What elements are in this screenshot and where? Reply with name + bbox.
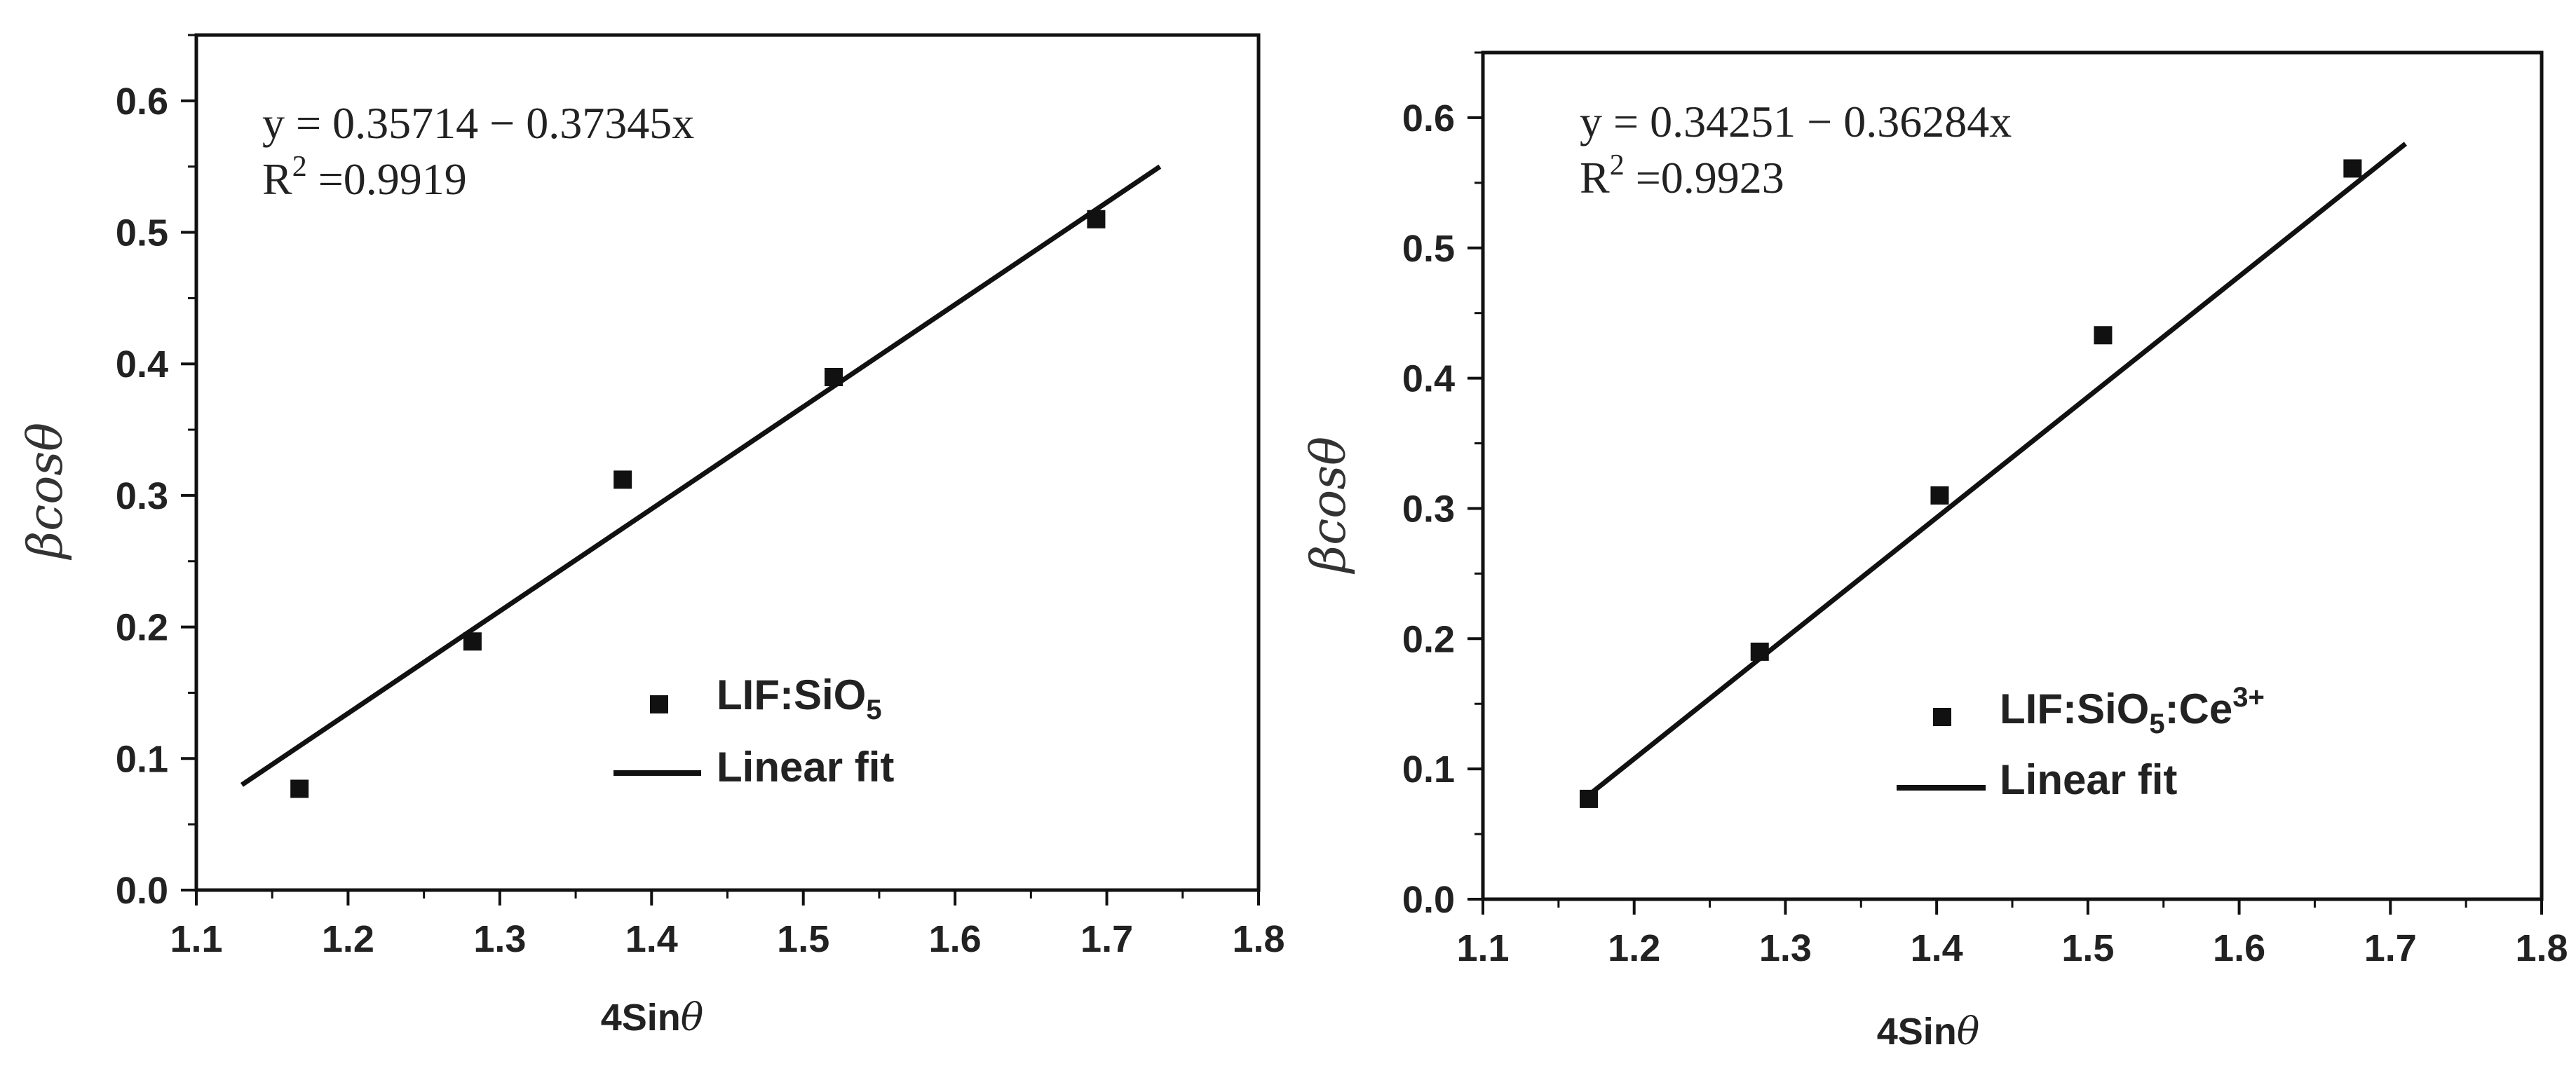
x-tick-label: 1.8 xyxy=(1232,918,1284,960)
data-point xyxy=(2343,159,2362,178)
chart-panel-1: 1.1 1.2 1.3 1.4 1.5 1.6 1.7 1.8 0.0 0.1 0.2 0.3 0.4 0… xyxy=(18,33,1285,1039)
legend-label-line: Linear fit xyxy=(717,744,894,791)
x-tick-label: 1.7 xyxy=(1080,918,1133,960)
y-axis-label: βcosθ xyxy=(1301,437,1357,575)
x-tick-label: 1.8 xyxy=(2515,927,2568,969)
y-tick-label: 0.6 xyxy=(116,81,168,123)
y-tick-label: 0.3 xyxy=(116,475,168,517)
fit-equation: y = 0.34251 − 0.36284x xyxy=(1580,97,2012,146)
data-point xyxy=(1930,486,1949,505)
fit-equation: y = 0.35714 − 0.37345x xyxy=(262,98,694,148)
y-tick-label: 0.6 xyxy=(1402,97,1455,139)
legend-label-line: Linear fit xyxy=(2000,756,2177,803)
data-point xyxy=(614,470,632,489)
y-tick-label: 0.5 xyxy=(1402,228,1455,270)
x-tick-label: 1.6 xyxy=(2213,927,2265,969)
data-point xyxy=(290,779,309,798)
legend-label-subscript: 5 xyxy=(866,695,881,725)
legend-marker xyxy=(1933,708,1951,726)
legend-label-main: LIF:SiO xyxy=(717,671,866,718)
linear-fit-line xyxy=(1587,142,2408,798)
x-axis-label-symbol: θ xyxy=(1957,1009,1980,1053)
y-tick-label: 0.4 xyxy=(116,343,168,385)
x-axis-label: 4Sinθ xyxy=(1877,1009,1980,1053)
chart-panel-2: 1.1 1.2 1.3 1.4 1.5 1.6 1.7 1.8 0.0 0.1 0.2 0.3 0.4 0… xyxy=(1301,50,2568,1053)
y-tick-label: 0.1 xyxy=(1402,749,1455,791)
r-squared-label: R xyxy=(262,154,292,204)
x-tick-label: 1.7 xyxy=(2364,927,2417,969)
x-tick-label: 1.1 xyxy=(1456,927,1509,969)
r-squared-label: R xyxy=(1580,153,1610,203)
y-tick-label: 0.0 xyxy=(1402,879,1455,921)
legend-marker xyxy=(650,695,668,713)
r-squared-value: =0.9919 xyxy=(307,154,467,204)
x-axis-label-main: 4Sin xyxy=(601,997,681,1039)
x-tick-label: 1.4 xyxy=(1911,927,1963,969)
x-tick-label: 1.4 xyxy=(625,918,678,960)
r-squared: R2 =0.9919 xyxy=(262,151,467,204)
legend-label-superscript: 3+ xyxy=(2232,682,2265,713)
y-tick-label: 0.3 xyxy=(1402,488,1455,530)
x-tick-label: 1.5 xyxy=(777,918,829,960)
x-tick-label: 1.6 xyxy=(929,918,982,960)
y-tick-label: 0.4 xyxy=(1402,358,1455,400)
r-squared: R2 =0.9923 xyxy=(1580,149,1784,203)
x-axis-label-main: 4Sin xyxy=(1877,1011,1957,1053)
legend-label-suffix: :Ce xyxy=(2165,685,2233,732)
x-tick-label: 1.2 xyxy=(322,918,374,960)
y-axis-label: βcosθ xyxy=(18,423,74,561)
legend-label-points: LIF:SiO5:Ce3+ xyxy=(2000,682,2265,739)
x-tick-label: 1.2 xyxy=(1608,927,1660,969)
y-tick-label: 0.0 xyxy=(116,870,168,912)
x-tick-label: 1.3 xyxy=(1759,927,1812,969)
x-tick-label: 1.3 xyxy=(473,918,526,960)
r-squared-exponent: 2 xyxy=(292,151,307,183)
x-tick-label: 1.5 xyxy=(2061,927,2114,969)
y-tick-label: 0.1 xyxy=(116,738,168,780)
legend-label-points: LIF:SiO5 xyxy=(717,671,882,725)
y-tick-label: 0.2 xyxy=(116,607,168,649)
r-squared-value: =0.9923 xyxy=(1625,153,1784,203)
y-tick-label: 0.5 xyxy=(116,212,168,254)
x-axis-label: 4Sinθ xyxy=(601,995,704,1039)
x-axis-label-symbol: θ xyxy=(681,995,704,1039)
data-point xyxy=(2094,326,2113,345)
legend-label-subscript: 5 xyxy=(2149,709,2164,739)
r-squared-exponent: 2 xyxy=(1610,149,1625,182)
y-tick-label: 0.2 xyxy=(1402,618,1455,660)
x-tick-label: 1.1 xyxy=(170,918,222,960)
legend-label-main: LIF:SiO xyxy=(2000,685,2149,732)
linear-fit-line xyxy=(240,164,1162,787)
